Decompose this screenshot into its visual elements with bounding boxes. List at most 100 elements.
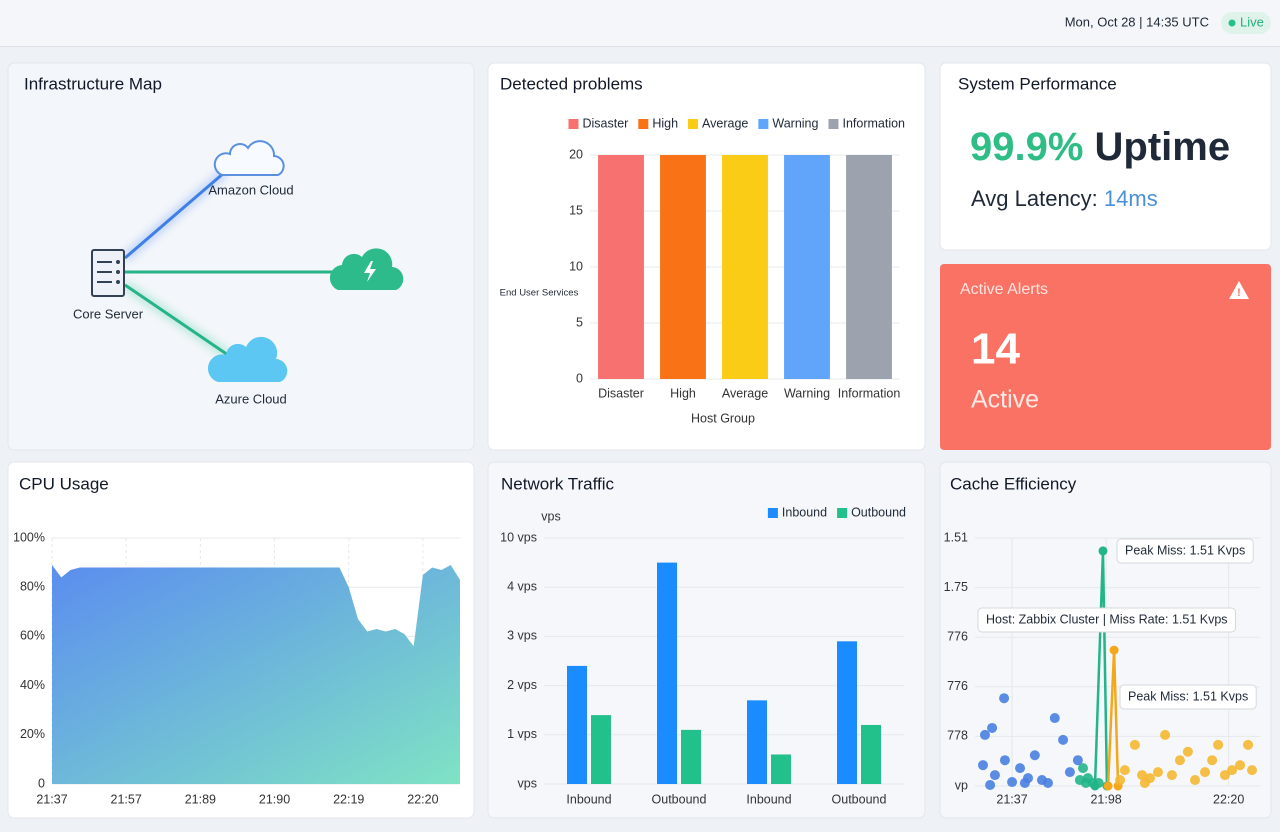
point xyxy=(1243,739,1254,750)
point xyxy=(1137,770,1148,781)
point xyxy=(1042,778,1053,789)
y-tick-label: 0 xyxy=(38,776,45,790)
point xyxy=(1152,767,1163,778)
point xyxy=(1015,763,1026,774)
bar xyxy=(771,754,791,784)
point xyxy=(1109,645,1119,655)
bar xyxy=(837,641,857,784)
x-tick-label: 21:57 xyxy=(111,792,142,806)
legend-label: High xyxy=(652,116,678,130)
legend-label: Average xyxy=(702,116,748,130)
x-tick-label: 22:20 xyxy=(407,792,438,806)
point xyxy=(999,755,1010,766)
cloud-icon xyxy=(207,336,288,382)
live-label: Live xyxy=(1240,14,1264,29)
annotation-box xyxy=(1119,684,1257,710)
header-bar xyxy=(0,0,1280,46)
x-tick-label: 22:20 xyxy=(1213,792,1244,806)
bar xyxy=(567,665,587,784)
y-tick-label: 776 xyxy=(947,629,968,643)
legend-label: Warning xyxy=(772,116,818,130)
point xyxy=(1247,765,1258,776)
y-tick-label: 778 xyxy=(947,729,968,743)
card-title: CPU Usage xyxy=(19,474,109,493)
latency-value: 14ms xyxy=(1104,186,1158,211)
bar xyxy=(657,562,677,784)
y-tick-label: 20 xyxy=(569,147,583,161)
x-tick-label: Outbound xyxy=(652,792,707,806)
point xyxy=(1166,770,1177,781)
point xyxy=(1227,765,1238,776)
bar xyxy=(784,155,830,379)
y-tick-label: vps xyxy=(518,776,537,790)
infra-links xyxy=(121,168,340,360)
x-tick-label: 21:90 xyxy=(259,792,290,806)
x-tick-label: 22:19 xyxy=(333,792,364,806)
point xyxy=(1190,775,1201,786)
uptime-label: Uptime xyxy=(1083,125,1230,169)
y-tick-label: 1 vps xyxy=(507,727,537,741)
legend-label: Outbound xyxy=(851,505,906,519)
x-tick-label: Outbound xyxy=(832,792,887,806)
bar xyxy=(591,715,611,784)
y-tick-label: 3 vps xyxy=(507,629,537,643)
cloud-icon xyxy=(213,140,285,176)
x-tick-label: Information xyxy=(838,386,901,400)
bar xyxy=(681,729,701,784)
warning-icon xyxy=(1229,281,1249,299)
node-label: Core Server xyxy=(73,306,144,321)
alert-status: Active xyxy=(971,386,1039,414)
latency-label: Avg Latency: xyxy=(971,186,1104,211)
y-tick-label: 40% xyxy=(20,678,45,692)
x-tick-label: Inbound xyxy=(566,792,611,806)
point xyxy=(1074,775,1085,786)
point xyxy=(977,760,988,771)
legend-swatch xyxy=(767,508,778,518)
legend-swatch xyxy=(688,119,699,129)
x-tick-label: Disaster xyxy=(598,386,644,400)
y-tick-label: 1.75 xyxy=(944,580,968,594)
point xyxy=(999,693,1010,704)
annotation-box xyxy=(977,607,1237,633)
point xyxy=(987,722,998,733)
card-title: Detected problems xyxy=(500,74,643,93)
alert-card[interactable] xyxy=(940,264,1271,450)
legend-label: Disaster xyxy=(582,116,628,130)
point xyxy=(1182,746,1193,757)
card xyxy=(939,62,1272,251)
bar xyxy=(660,155,706,379)
legend-label: Inbound xyxy=(782,505,827,519)
point xyxy=(985,780,996,791)
point xyxy=(1139,778,1150,789)
bar xyxy=(861,724,881,784)
card-title: Cache Efficiency xyxy=(950,474,1077,493)
y-tick-label: 60% xyxy=(20,629,45,643)
y-tick-label: 20% xyxy=(20,727,45,741)
point xyxy=(1199,767,1210,778)
node-label: Azure Cloud xyxy=(215,391,287,406)
point xyxy=(1072,755,1083,766)
point xyxy=(1119,765,1130,776)
point xyxy=(1058,734,1069,745)
point xyxy=(1078,763,1089,774)
x-tick-label: 21:37 xyxy=(996,792,1027,806)
alert-count: 14 xyxy=(971,325,1020,374)
y-unit-label: vps xyxy=(541,509,560,523)
annotation-box xyxy=(1116,538,1254,564)
uptime: 99.9% Uptime xyxy=(970,125,1230,169)
point xyxy=(1235,760,1246,771)
y-tick-label: 10 vps xyxy=(500,530,537,544)
point xyxy=(1207,755,1218,766)
x-axis-label: Host Group xyxy=(691,411,755,425)
cpu-area xyxy=(52,565,460,784)
legend-swatch xyxy=(568,119,579,129)
legend-swatch xyxy=(828,119,839,129)
live-pill[interactable] xyxy=(1221,12,1271,34)
point xyxy=(1090,781,1100,791)
y-tick-label: 80% xyxy=(20,579,45,593)
point xyxy=(1007,777,1018,788)
x-tick-label: 21:37 xyxy=(36,792,67,806)
point xyxy=(1064,767,1075,778)
latency: Avg Latency: 14ms xyxy=(971,186,1158,211)
annotation: Host: Zabbix Cluster | Miss Rate: 1.51 K… xyxy=(986,612,1228,626)
